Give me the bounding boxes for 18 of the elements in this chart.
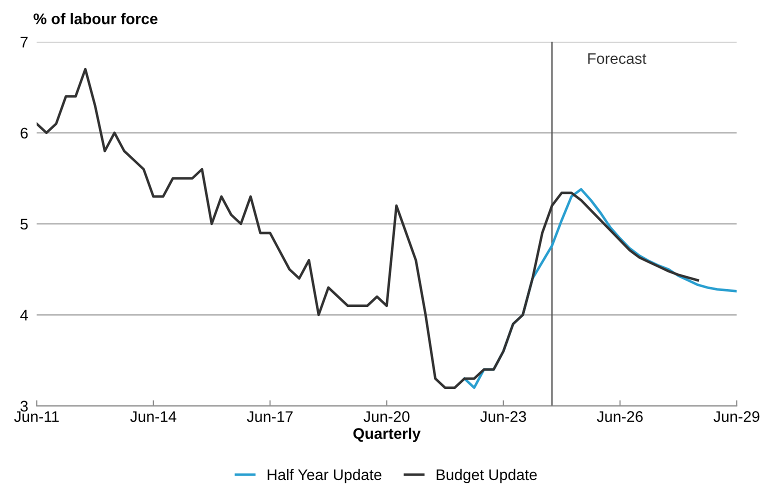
x-axis-title: Quarterly [353,428,421,442]
ref-line-label: Forecast [588,53,646,64]
legend-label: Budget Update [436,468,537,484]
x-tick-label: Jun-26 [596,411,643,422]
legend-label: Half Year Update [268,468,382,484]
x-tick-label: Jun-14 [130,411,176,422]
x-tick-label: Jun-23 [480,411,526,422]
y-tick-label: 4 [20,310,28,320]
y-tick-label: 6 [20,128,28,139]
y-tick-label: 3 [20,400,28,412]
x-tick-label: Jun-29 [714,411,760,422]
line-series [36,68,700,389]
y-tick-label: 7 [20,36,28,48]
x-tick-label: Jun-11 [14,411,59,422]
y-axis-title: % of labour force [34,13,158,24]
x-tick-label: Jun-17 [246,411,293,422]
y-tick-label: 5 [20,218,28,230]
x-tick-label: Jun-20 [364,411,410,422]
